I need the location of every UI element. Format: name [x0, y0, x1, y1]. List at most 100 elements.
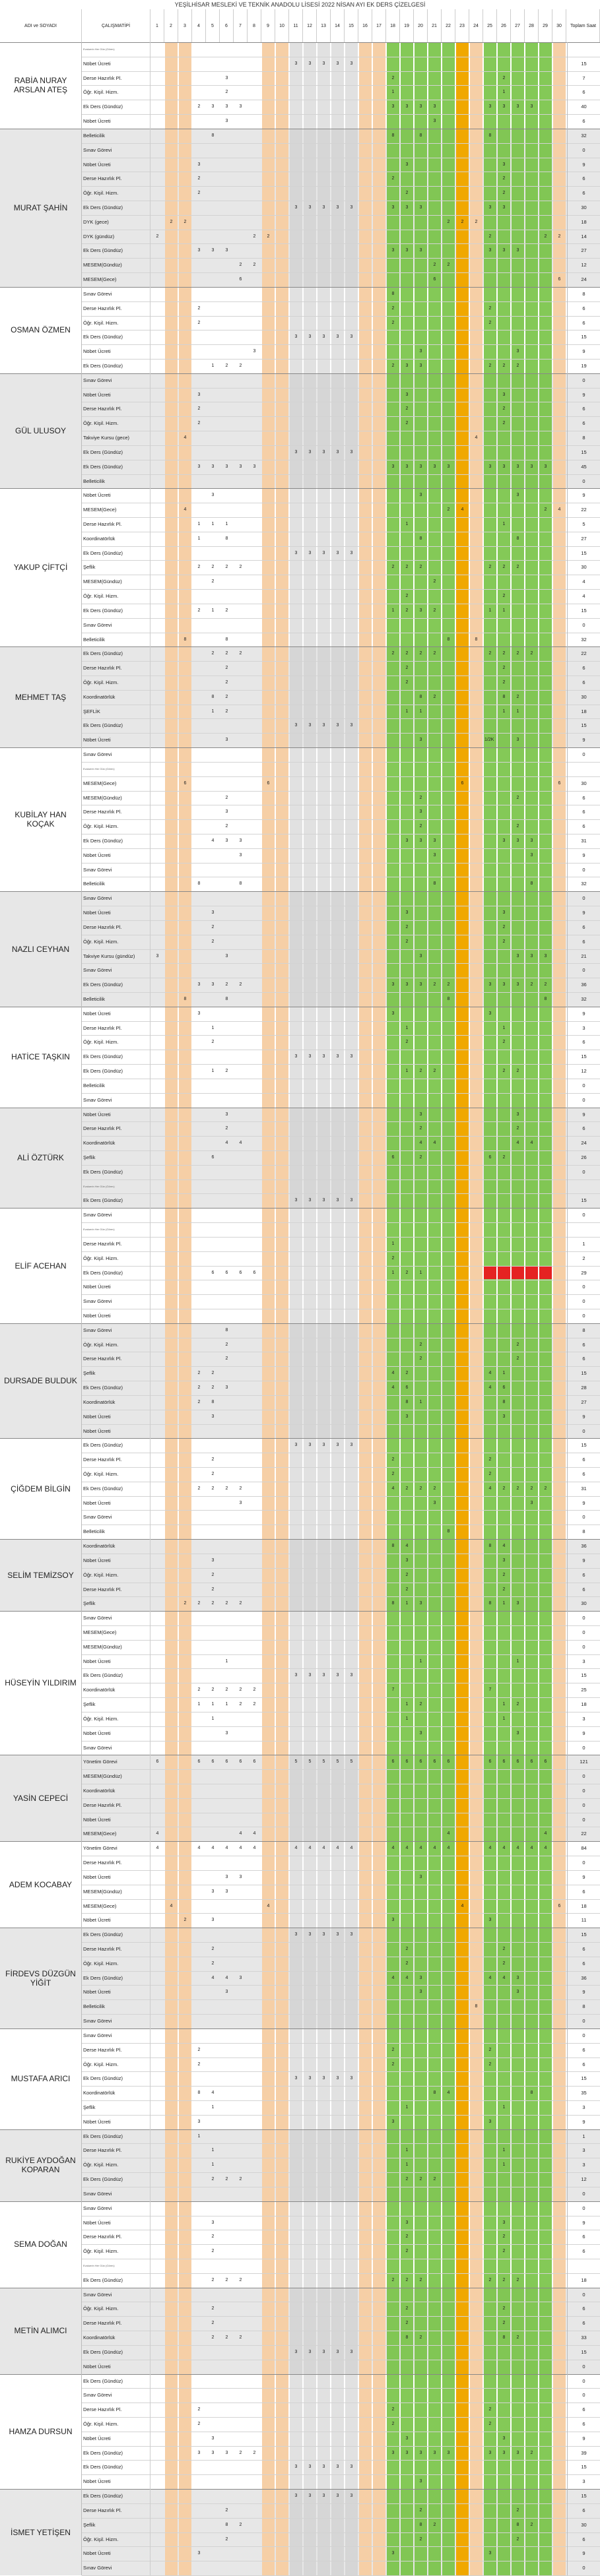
hour-cell: 4 [156, 1831, 159, 1837]
hour-cell: 2 [239, 982, 242, 988]
row-line [82, 2445, 600, 2447]
row-line [82, 790, 600, 792]
hour-cell: 2 [419, 2507, 422, 2513]
hour-cell: 3 [350, 2349, 353, 2354]
row-total: 15 [567, 2489, 600, 2503]
hour-cell: 2 [225, 565, 228, 570]
hour-cell: 3 [405, 104, 409, 110]
hour-cell: 2 [530, 651, 533, 656]
hour-cell: 4 [502, 1544, 506, 1549]
hour-cell: 2 [197, 1385, 201, 1391]
hour-cell: 2 [502, 421, 506, 426]
hour-cell: 8 [516, 536, 519, 541]
row-total: 0 [567, 1164, 600, 1179]
hour-cell: 7 [391, 1687, 395, 1693]
duty-type: Ek Ders (Gündüz) [82, 2273, 150, 2288]
hour-cell: 8 [447, 637, 450, 642]
duty-type: Sınav Görevi [82, 142, 150, 158]
teacher-name: HATİCE TAŞKIN [0, 1006, 82, 1108]
header-day: 20 [414, 9, 428, 42]
hour-cell: 8 [211, 1399, 215, 1404]
teacher-name: HÜSEYİN YILDIRIM [0, 1611, 82, 1755]
row-line [82, 848, 600, 849]
hour-cell: 1 [502, 1702, 506, 1707]
teacher-separator [0, 2373, 600, 2375]
duty-type: MESEM(Gece) [82, 1625, 150, 1640]
row-total: 6 [567, 2042, 600, 2058]
header-duty: ÇALIŞMATİPİ [82, 9, 150, 42]
hour-cell: 3 [544, 953, 547, 958]
hour-cell: 2 [225, 708, 228, 714]
duty-type: ŞEFLİK [82, 704, 150, 719]
row-total: 121 [567, 1755, 600, 1770]
hour-cell: 3 [433, 838, 436, 843]
hour-cell: 3 [391, 104, 395, 110]
duty-type: Evaluerin Her Gün (Görev) [82, 1179, 150, 1194]
hour-cell: 3 [225, 119, 228, 124]
hour-cell: 2 [433, 1486, 436, 1491]
row-total: 24 [567, 272, 600, 287]
hour-cell: 3 [253, 349, 256, 354]
row-total: 15 [567, 330, 600, 345]
row-line [82, 387, 600, 389]
hour-cell: 7 [488, 1687, 492, 1693]
duty-type: Nöbet Ücreti [82, 2215, 150, 2230]
row-total: 0 [567, 1208, 600, 1223]
row-total: 2 [567, 1251, 600, 1266]
hour-cell: 4 [170, 1903, 173, 1908]
hour-cell: 2 [211, 1572, 215, 1577]
row-line [82, 2388, 600, 2389]
hour-cell: 4 [530, 1141, 533, 1146]
row-line [82, 1668, 600, 1670]
teacher-name: ALİ ÖZTÜRK [0, 1107, 82, 1209]
row-total: 0 [567, 1812, 600, 1827]
duty-type: Nöbet Ücreti [82, 2474, 150, 2490]
hour-cell: 8 [433, 881, 436, 887]
row-line [82, 1092, 600, 1094]
hour-cell: 3 [350, 334, 353, 340]
row-line [82, 2546, 600, 2548]
row-line [82, 1136, 600, 1137]
duty-type: Evaluerin Her Gün (Görev) [82, 1222, 150, 1237]
hour-cell: 3 [239, 852, 242, 858]
duty-type: Derse Hazırlık Pl. [82, 1582, 150, 1597]
hour-cell: 3 [308, 550, 312, 555]
hour-cell: 3 [488, 2119, 492, 2124]
hour-cell: 2 [433, 2177, 436, 2182]
hour-cell: 4 [211, 838, 215, 843]
hour-cell: 3 [419, 205, 422, 210]
header-day: 6 [220, 9, 234, 42]
row-total: 6 [567, 1467, 600, 1482]
row-total: 0 [567, 1856, 600, 1870]
hour-cell: 3 [211, 1557, 215, 1563]
hour-cell: 1 [211, 2162, 215, 2168]
row-line [82, 992, 600, 993]
row-line [82, 2273, 600, 2274]
hour-cell: 3 [391, 248, 395, 253]
row-line [82, 1567, 600, 1569]
hour-cell: 1 [405, 522, 409, 526]
row-line [82, 2417, 600, 2418]
duty-type: Ek Ders (Gündüz) [82, 2172, 150, 2187]
hour-cell: 1 [225, 522, 228, 526]
hour-cell: 3 [308, 334, 312, 340]
duty-type: Öğr. Kişil. Hizm. [82, 1467, 150, 1482]
hour-cell: 3 [405, 2220, 409, 2225]
hour-cell: 6 [239, 277, 242, 282]
hour-cell: 2 [225, 666, 228, 671]
hour-cell: 2 [516, 1486, 519, 1491]
hour-cell: 2 [156, 234, 159, 239]
hour-cell: 1 [502, 1371, 506, 1376]
duty-type: Koordinatörlük [82, 2086, 150, 2100]
row-line [82, 1265, 600, 1267]
teacher-separator [0, 488, 600, 489]
hour-cell: 3 [502, 2220, 506, 2225]
duty-type: Nöbet Ücreti [82, 2114, 150, 2129]
hour-cell: 3 [405, 363, 409, 368]
row-line [82, 761, 600, 763]
hour-cell: 2 [211, 1687, 215, 1693]
hour-cell: 3 [350, 449, 353, 455]
hour-cell: 6 [405, 1385, 409, 1391]
hour-cell: 2 [197, 608, 201, 613]
hour-cell: 2 [488, 2407, 492, 2412]
